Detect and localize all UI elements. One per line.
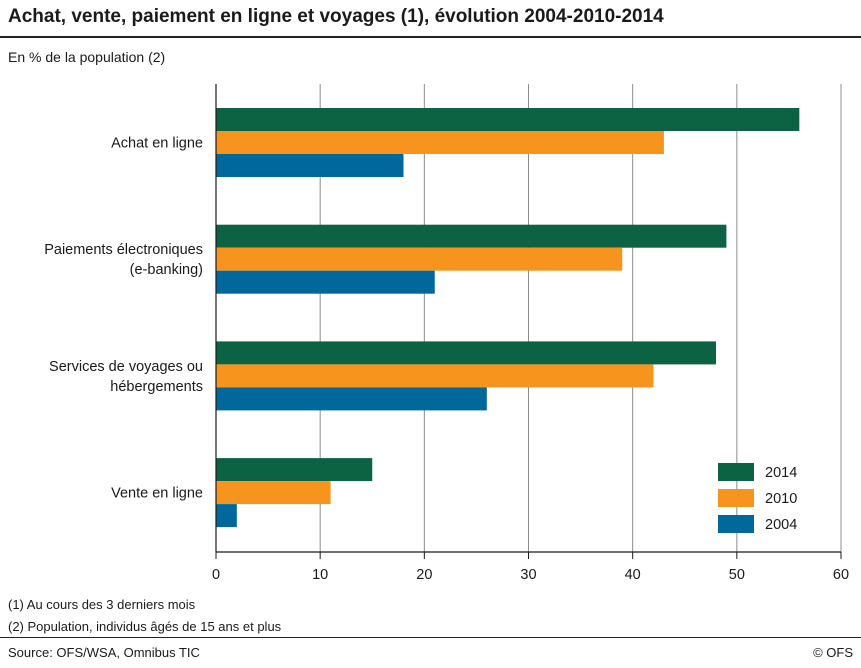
footnote-1: (1) Au cours des 3 derniers mois [8, 597, 196, 612]
bar-2004-1 [216, 270, 435, 294]
bar-2014-0 [216, 108, 800, 131]
bar-2004-3 [216, 504, 237, 528]
copyright-text: © OFS [813, 645, 853, 660]
category-label-2-0: Services de voyages ou [49, 359, 203, 375]
chart-subtitle: En % de la population (2) [8, 49, 166, 65]
x-tick-label-0: 0 [212, 567, 220, 583]
bar-2014-1 [216, 224, 727, 248]
chart-title: Achat, vente, paiement en ligne et voyag… [8, 6, 664, 27]
x-tick-label-40: 40 [625, 567, 641, 583]
legend-label-2004: 2004 [765, 517, 797, 533]
footnote-2: (2) Population, individus âgés de 15 ans… [8, 619, 282, 634]
category-label-0-0: Achat en ligne [111, 136, 203, 152]
footer-divider [0, 637, 861, 638]
source-text: Source: OFS/WSA, Omnibus TIC [8, 645, 200, 660]
x-tick-label-50: 50 [729, 567, 745, 583]
title-divider [0, 36, 861, 38]
legend-swatch-2014 [718, 463, 754, 481]
x-tick-label-10: 10 [312, 567, 328, 583]
bar-2010-0 [216, 131, 664, 154]
legend-swatch-2010 [718, 489, 754, 507]
x-tick-label-60: 60 [833, 567, 849, 583]
bar-2010-2 [216, 364, 654, 388]
bar-2014-3 [216, 458, 373, 482]
category-label-2-1: hébergements [110, 379, 203, 395]
legend-label-2014: 2014 [765, 465, 797, 481]
bar-2004-0 [216, 154, 404, 177]
legend-label-2010: 2010 [765, 491, 797, 507]
x-tick-label-20: 20 [416, 567, 432, 583]
category-label-1-0: Paiements électroniques [44, 242, 203, 258]
bar-2014-2 [216, 341, 716, 365]
category-label-3-0: Vente en ligne [111, 486, 203, 502]
category-label-1-1: (e-banking) [130, 262, 203, 278]
bar-2010-1 [216, 247, 623, 271]
x-tick-label-30: 30 [520, 567, 536, 583]
legend-swatch-2004 [718, 515, 754, 533]
bar-2010-3 [216, 481, 331, 505]
bar-2004-2 [216, 387, 487, 411]
